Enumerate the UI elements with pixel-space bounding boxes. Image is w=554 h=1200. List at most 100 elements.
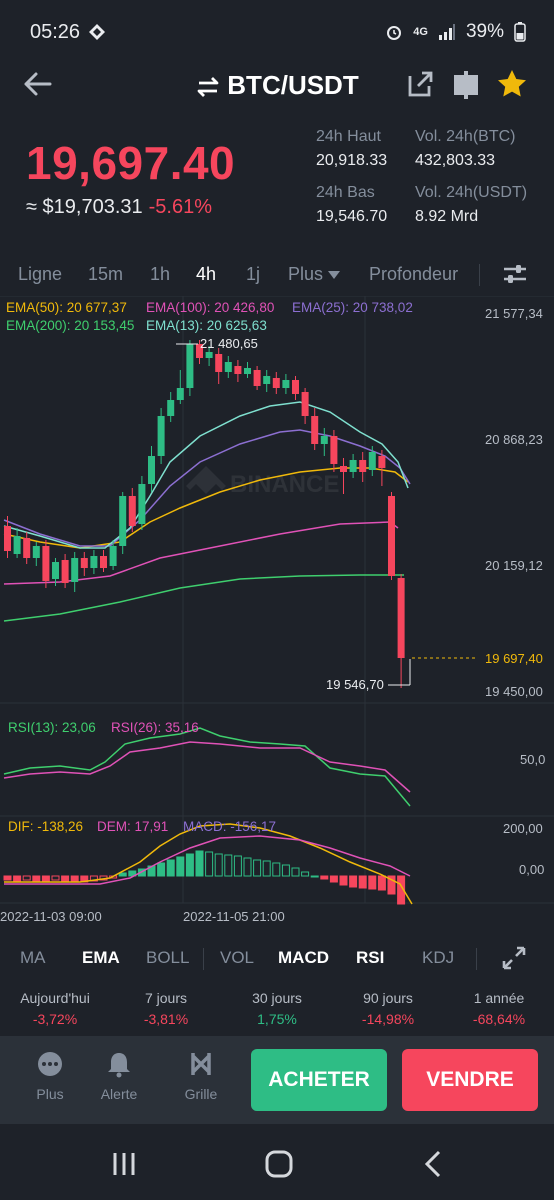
candle-body: [388, 496, 395, 576]
home-icon[interactable]: [259, 1144, 299, 1184]
candle-body: [215, 354, 223, 372]
macd-bar: [368, 875, 377, 890]
tab-1h[interactable]: 1h: [150, 264, 171, 284]
candle-body: [311, 416, 319, 444]
tab-1d[interactable]: 1j: [246, 264, 261, 284]
header: BTC/USDT: [0, 64, 554, 106]
perf-value: -68,64%: [472, 1011, 526, 1027]
macd-bar: [176, 856, 185, 877]
candle-body: [13, 536, 21, 554]
dif-line: [4, 823, 413, 905]
fullscreen-icon[interactable]: [500, 944, 528, 972]
pair-title[interactable]: BTC/USDT: [0, 70, 554, 101]
buy-button[interactable]: ACHETER: [251, 1049, 387, 1111]
candle-body: [4, 526, 11, 551]
perf-value: -3,81%: [143, 1011, 189, 1027]
macd-bar: [41, 875, 50, 882]
perf-label: 30 jours: [252, 990, 302, 1006]
share-icon[interactable]: [404, 68, 436, 100]
macd-bar: [214, 853, 223, 877]
back-nav-icon[interactable]: [414, 1144, 454, 1184]
tab-more-label: Plus: [288, 264, 324, 284]
candle-body: [378, 456, 386, 468]
tab-15m[interactable]: 15m: [88, 264, 124, 284]
candle-body: [176, 388, 184, 400]
dem-label: DEM: 17,91: [97, 819, 169, 834]
perf-30d: 30 jours 1,75%: [222, 990, 332, 1027]
candle-body: [330, 436, 338, 464]
stat-value: 8.92 Mrd: [415, 208, 479, 225]
candle-body: [368, 452, 376, 470]
chart-canvas[interactable]: BINANCE 21 480,65 19 546,70 21 577,34 20…: [0, 296, 554, 928]
ind-tab-macd[interactable]: MACD: [278, 948, 329, 967]
ind-tab-rsi[interactable]: RSI: [356, 948, 385, 967]
ind-tab-vol[interactable]: VOL: [220, 948, 255, 967]
pair-name: BTC/USDT: [227, 70, 359, 100]
stat-24h-high: 24h Haut 20,918.33: [316, 128, 387, 170]
macd-bar: [185, 853, 194, 877]
stat-24h-vol-usdt: Vol. 24h(USDT) 8.92 Mrd: [415, 184, 527, 226]
kline-chart[interactable]: BINANCE 21 480,65 19 546,70 21 577,34 20…: [0, 296, 554, 928]
back-arrow-icon[interactable]: [20, 64, 56, 104]
macd-bar: [243, 857, 252, 877]
stat-value: 20,918.33: [316, 152, 388, 169]
macd-lines: [4, 823, 413, 905]
stat-label: 24h Haut: [316, 128, 381, 145]
perf-7d: 7 jours -3,81%: [111, 990, 221, 1027]
tab-more[interactable]: Plus: [288, 264, 341, 285]
candle-body: [61, 560, 69, 583]
macd-bar: [339, 875, 348, 886]
system-nav-bar: [0, 1124, 554, 1200]
macd-bar: [387, 875, 396, 895]
more-button[interactable]: Plus: [20, 1050, 80, 1102]
swap-icon: [197, 77, 219, 98]
candle-body: [109, 546, 117, 566]
binance-watermark: [186, 466, 226, 494]
tab-depth[interactable]: Profondeur: [369, 264, 459, 284]
current-price-tag: 19 697,40: [485, 651, 543, 666]
timeframe-tabs: Ligne 15m 1h 4h 1j Plus Profondeur: [0, 252, 554, 296]
grid-button[interactable]: Grille: [171, 1050, 231, 1102]
macd-bar: [358, 875, 367, 889]
candle-body: [234, 366, 242, 374]
ema50-label: EMA(50): 20 677,37: [6, 300, 127, 315]
network-type: 4G: [413, 26, 428, 38]
macd-bar: [320, 875, 329, 880]
ind-tab-ema[interactable]: EMA: [82, 948, 120, 967]
candle-body: [119, 496, 127, 546]
dif-label: DIF: -138,26: [8, 819, 84, 834]
candle-body: [32, 546, 40, 558]
more-dots-icon: [38, 1052, 62, 1076]
low-marker: 19 546,70: [326, 677, 384, 692]
battery-icon: [514, 22, 526, 42]
candle-body: [52, 562, 59, 579]
candle-body: [340, 466, 347, 472]
favorite-star-icon[interactable]: [496, 68, 528, 100]
price-axis-label: 19 450,00: [485, 684, 543, 699]
ind-tab-divider: [203, 948, 204, 970]
macd-bar: [157, 862, 166, 877]
macd-bar: [329, 875, 338, 883]
ticker-summary: 19,697.40 ≈ $19,703.31 -5.61% 24h Haut 20…: [0, 120, 554, 230]
macd-bar: [310, 875, 319, 878]
tab-line[interactable]: Ligne: [18, 264, 63, 284]
stat-label: Vol. 24h(USDT): [415, 184, 528, 201]
tab-4h[interactable]: 4h: [196, 264, 217, 284]
recent-apps-icon[interactable]: [104, 1144, 144, 1184]
ind-tab-boll[interactable]: BOLL: [146, 948, 190, 967]
ema13-line: [3, 401, 409, 549]
alert-button[interactable]: Alerte: [89, 1050, 149, 1102]
price-axis-label: 20 159,12: [485, 558, 543, 573]
stat-24h-vol-btc: Vol. 24h(BTC) 432,803.33: [415, 128, 515, 170]
sell-button[interactable]: VENDRE: [402, 1049, 538, 1111]
ema100-label: EMA(100): 20 426,80: [146, 300, 275, 315]
ind-tab-kdj[interactable]: KDJ: [422, 948, 455, 967]
ind-tab-ma[interactable]: MA: [20, 948, 46, 967]
price-axis-label: 21 577,34: [485, 306, 543, 321]
candle-body: [224, 362, 232, 372]
layout-icon[interactable]: [450, 68, 482, 100]
candle-body: [282, 380, 290, 388]
rsi26-label: RSI(26): 35,16: [111, 720, 199, 735]
perf-value: -3,72%: [32, 1011, 78, 1027]
chart-settings-icon[interactable]: [502, 262, 528, 286]
